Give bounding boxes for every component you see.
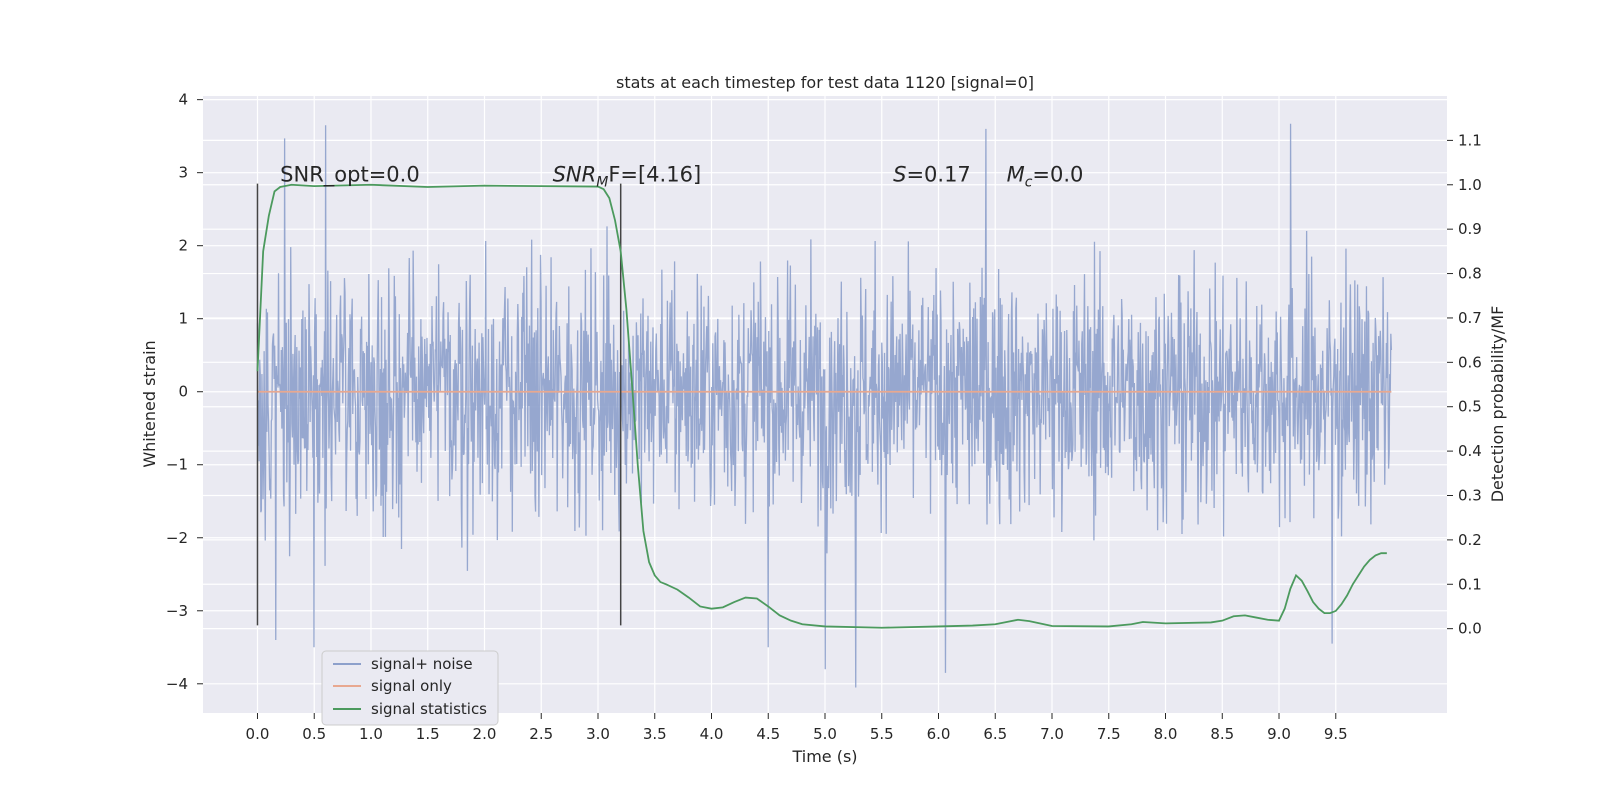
y-tick-label: 4 (178, 91, 188, 109)
y-tick-label: 0 (178, 383, 188, 401)
y2-tick-label: 0.8 (1458, 265, 1482, 283)
y-tick-labels: −4 −3 −2 −1 0 1 2 3 4 (166, 91, 203, 693)
x-tick-label: 5.0 (813, 725, 837, 743)
signal-statistics-series (256, 183, 1387, 629)
y2-tick-label: 1.1 (1458, 131, 1482, 149)
annotation-text: S=0.17 (893, 162, 971, 186)
x-tick-label: 8.5 (1210, 725, 1234, 743)
y-tick-label: −3 (166, 602, 188, 620)
y2-tick-label: 1.0 (1458, 176, 1482, 194)
annotation-text: Mc=0.0 (1007, 162, 1084, 190)
signal-noise-line (256, 123, 1393, 688)
y2-tick-label: 0.6 (1458, 353, 1482, 371)
chart-title: stats at each timestep for test data 112… (616, 73, 1034, 92)
y2-tick-labels: 0.0 0.1 0.2 0.3 0.4 0.5 0.6 0.7 0.8 0.9 1.0 1.1 (1447, 131, 1482, 638)
legend-frame (321, 650, 499, 726)
y-tick-label: −4 (166, 675, 188, 693)
y-tick-label: −1 (166, 456, 188, 474)
x-tick-label: 0.0 (246, 725, 270, 743)
x-tick-labels: 0.0 0.5 1.0 1.5 2.0 2.5 3.0 3.5 4.0 4.5 5.0 5.5 6.0 6… (246, 713, 1348, 743)
x-tick-label: 9.5 (1324, 725, 1348, 743)
y2-tick-label: 0.5 (1458, 398, 1482, 416)
x-tick-label: 3.0 (586, 725, 610, 743)
x-tick-label: 8.0 (1154, 725, 1178, 743)
y2-tick-label: 0.3 (1458, 486, 1482, 504)
signal-statistics-line (256, 183, 1387, 629)
y2-tick-label: 0.9 (1458, 220, 1482, 238)
y2-tick-label: 0.0 (1458, 620, 1482, 638)
x-tick-label: 0.5 (302, 725, 326, 743)
annotation-text: SNRMF=[4.16] (553, 162, 702, 190)
annotation-text: SNR_opt=0.0 (280, 162, 420, 187)
x-tick-label: 7.0 (1040, 725, 1064, 743)
y2-tick-label: 0.7 (1458, 309, 1482, 327)
x-tick-label: 7.5 (1097, 725, 1121, 743)
y2-tick-label: 0.1 (1458, 575, 1482, 593)
y-axis-label: Whitened strain (140, 340, 159, 467)
x-tick-label: 1.5 (416, 725, 440, 743)
x-tick-label: 6.5 (983, 725, 1007, 743)
x-tick-label: 6.0 (927, 725, 951, 743)
y-tick-label: 3 (178, 164, 188, 182)
x-tick-label: 1.0 (359, 725, 383, 743)
x-tick-label: 4.0 (700, 725, 724, 743)
y-tick-label: −2 (166, 529, 188, 547)
signal-noise-series (256, 123, 1393, 688)
annotations: SNR_opt=0.0 SNRMF=[4.16] S=0.17 Mc=0.0 (280, 162, 1083, 190)
legend-label-signal: signal only (371, 677, 452, 695)
y2-tick-label: 0.2 (1458, 531, 1482, 549)
legend-label-stats: signal statistics (371, 700, 487, 718)
x-tick-label: 3.5 (643, 725, 667, 743)
y-tick-label: 1 (178, 310, 188, 328)
x-tick-label: 2.5 (529, 725, 553, 743)
y2-tick-label: 0.4 (1458, 442, 1482, 460)
x-axis-label: Time (s) (791, 747, 857, 766)
x-tick-label: 4.5 (756, 725, 780, 743)
y2-axis-label: Detection probability/MF (1488, 306, 1507, 503)
x-tick-label: 5.5 (870, 725, 894, 743)
legend: signal+ noise signal only signal statist… (321, 650, 499, 726)
y-tick-label: 2 (178, 237, 188, 255)
legend-label-noise: signal+ noise (371, 655, 473, 673)
x-tick-label: 9.0 (1267, 725, 1291, 743)
x-tick-label: 2.0 (473, 725, 497, 743)
